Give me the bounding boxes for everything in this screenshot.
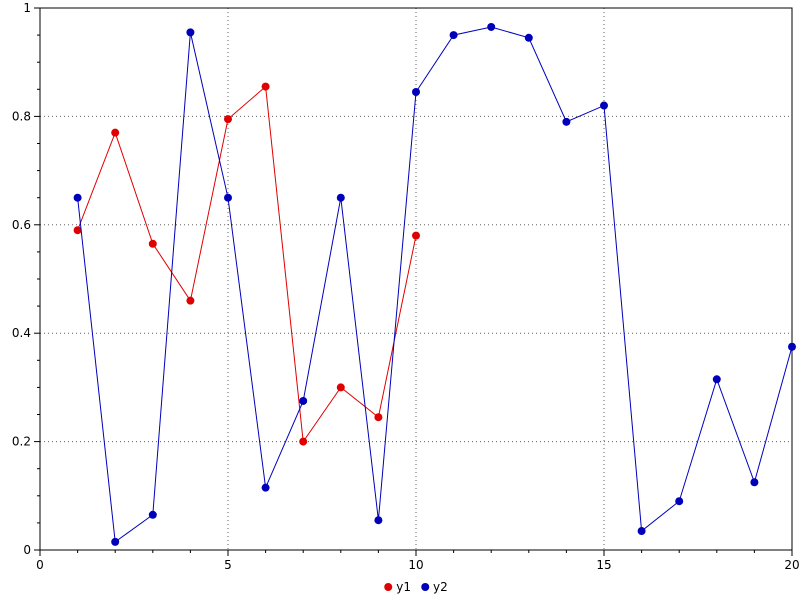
data-point-y2 (73, 193, 82, 202)
legend-label-y1: y1 (396, 580, 411, 594)
y-tick-label: 0.4 (12, 326, 31, 340)
data-point-y2 (637, 527, 646, 536)
data-point-y2 (750, 478, 759, 487)
data-point-y2 (261, 483, 270, 492)
data-point-y2 (562, 117, 571, 126)
data-point-y1 (412, 231, 420, 240)
series-line-y1 (77, 85, 417, 443)
data-point-y2 (224, 193, 232, 202)
legend: y1 y2 (384, 580, 448, 594)
data-point-y1 (374, 413, 383, 422)
legend-label-y2: y2 (433, 580, 448, 594)
data-point-y2 (374, 516, 383, 525)
data-point-y2 (449, 31, 458, 40)
y-tick-label: 0 (23, 543, 31, 557)
data-point-y2 (524, 33, 533, 42)
data-point-y2 (299, 396, 308, 405)
data-point-y2 (148, 510, 157, 519)
data-point-y2 (336, 193, 345, 202)
data-point-y1 (261, 82, 270, 91)
data-point-y2 (675, 497, 684, 506)
data-point-y2 (487, 22, 496, 31)
data-point-y1 (73, 226, 82, 235)
y-tick-label: 0.8 (12, 109, 31, 123)
y-tick-label: 0.6 (12, 218, 31, 232)
x-tick-label: 5 (224, 558, 232, 572)
legend-marker-y1-icon (384, 583, 393, 591)
x-tick-label: 0 (36, 558, 44, 572)
data-point-y1 (299, 437, 308, 446)
x-tick-label: 20 (784, 558, 799, 572)
legend-item-y1: y1 (384, 580, 411, 594)
x-tick-label: 15 (596, 558, 611, 572)
y-tick-label: 0.2 (12, 435, 31, 449)
data-point-y2 (111, 537, 120, 546)
x-tick-label: 10 (408, 558, 423, 572)
data-point-y2 (412, 88, 420, 97)
data-point-y1 (336, 383, 345, 392)
data-point-y2 (788, 342, 796, 351)
series-line-y2 (77, 26, 793, 543)
legend-item-y2: y2 (421, 580, 448, 594)
data-point-y1 (224, 115, 232, 124)
data-point-y1 (111, 128, 120, 137)
data-point-y2 (600, 101, 608, 110)
y-tick-label: 1 (23, 1, 31, 15)
data-point-y1 (148, 239, 157, 248)
legend-marker-y2-icon (421, 583, 429, 591)
data-point-y2 (186, 28, 195, 37)
data-point-y1 (186, 296, 195, 305)
data-point-y2 (712, 375, 721, 384)
